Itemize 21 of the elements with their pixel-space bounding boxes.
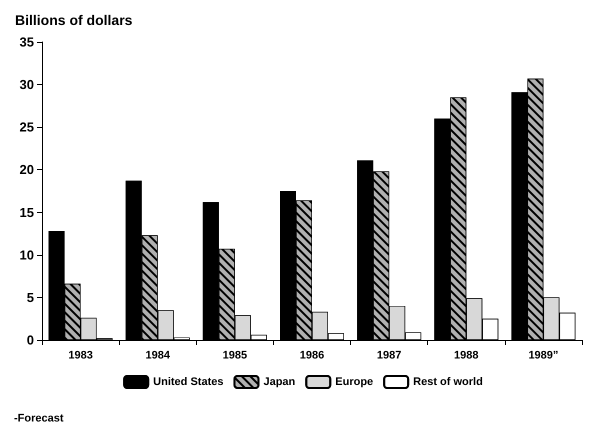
y-tick-label: 35 [20,34,34,50]
y-tick-label: 20 [20,162,34,178]
y-tick-label: 5 [26,290,34,305]
x-tick-label: 1987 [376,350,402,362]
legend-label: Rest of world [413,376,483,388]
y-tick-label: 15 [20,204,34,220]
y-tick-label: 0 [26,332,34,348]
x-tick-label: 1989” [528,350,558,362]
y-tick-label: 30 [20,77,34,92]
y-axis-title: Billions of dollars [15,12,133,28]
y-tick-label: 10 [20,247,34,262]
x-tick-label: 1985 [222,350,248,362]
x-tick-label: 1986 [300,350,324,362]
x-tick-label: 1984 [145,350,171,362]
x-tick-label: 1988 [454,350,479,362]
x-tick-label: 1983 [68,350,93,362]
legend-label: Japan [263,376,296,388]
y-tick-label: 25 [20,120,34,135]
legend-label: United States [153,376,224,388]
legend-label: Europe [335,376,374,388]
text: -Forecast [14,412,64,424]
